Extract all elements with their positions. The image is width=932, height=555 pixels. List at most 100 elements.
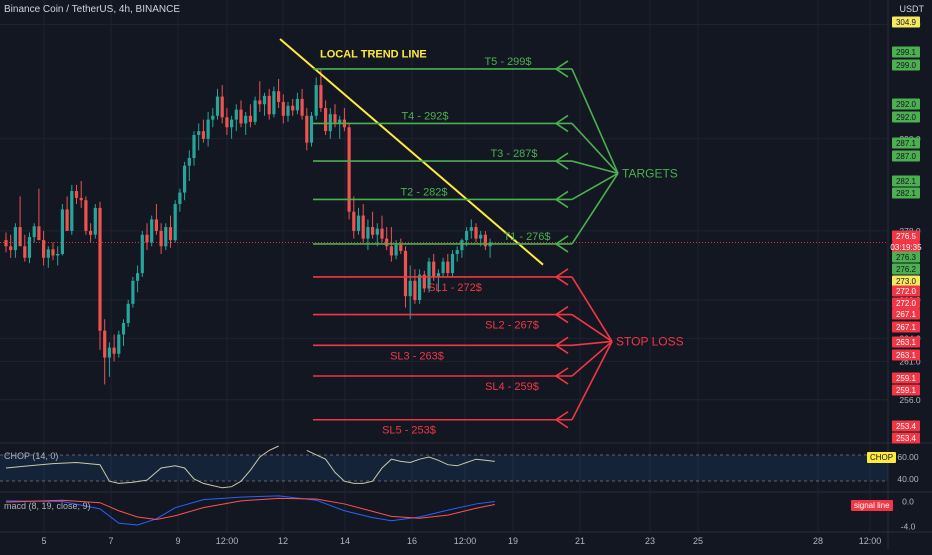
symbol-title[interactable]: Binance Coin / TetherUS, 4h, BINANCE	[4, 4, 181, 15]
candle-body	[103, 330, 107, 358]
x-tick-label: 9	[175, 536, 180, 546]
candle-body	[178, 192, 182, 205]
candle-body	[18, 227, 22, 247]
candle-body	[65, 209, 69, 231]
price-tag-value: 276.2	[896, 265, 917, 274]
macd-series-line	[5, 497, 495, 520]
candle-body	[314, 85, 318, 116]
candle-body	[4, 240, 8, 247]
candle-body	[253, 100, 257, 122]
candle-body	[347, 127, 351, 212]
price-tag-value: 299.1	[896, 48, 917, 57]
candle-body	[422, 274, 426, 289]
macd-pane	[5, 495, 495, 526]
candle-body	[140, 234, 144, 274]
price-tag	[892, 285, 920, 297]
target-label: T4 - 292$	[401, 110, 448, 122]
stop-loss-connector	[571, 340, 613, 347]
candle-body	[399, 244, 403, 251]
candle-body	[389, 246, 393, 256]
y-tick-label: 261.0	[899, 356, 921, 366]
x-tick-label: 28	[813, 536, 823, 546]
chop-band-fill	[0, 455, 888, 481]
price-tag-value: 253.4	[896, 434, 917, 443]
candle-body	[192, 134, 196, 158]
price-tag	[892, 372, 920, 384]
candle-body	[333, 114, 337, 124]
candle-body	[427, 261, 431, 289]
macd-indicator-label[interactable]: macd (8, 19, close, 9)	[4, 501, 91, 511]
candle-body	[145, 234, 149, 243]
candle-body	[272, 91, 276, 115]
candle-body	[13, 227, 17, 251]
candle-body	[9, 246, 13, 251]
candle-body	[239, 109, 243, 124]
stop-loss-arrowhead	[554, 305, 569, 324]
price-tag	[892, 111, 920, 123]
candle-body	[450, 253, 455, 274]
price-tag	[892, 251, 920, 263]
target-label: T3 - 287$	[490, 148, 537, 160]
price-tag	[892, 263, 920, 275]
price-tag-value: 267.1	[896, 310, 917, 319]
price-tag-value: 263.1	[896, 351, 917, 360]
candle-body	[74, 191, 79, 198]
y-tick-label: 256.0	[899, 395, 921, 405]
x-tick-label: 23	[645, 536, 655, 546]
price-tag-value: 272.0	[896, 299, 917, 308]
x-tick-label: 14	[340, 536, 350, 546]
stop-loss-label: SL4 - 259$	[485, 381, 539, 393]
signal-line-tag: signal line	[851, 500, 893, 511]
price-tag-value: 03:19:35	[890, 243, 922, 252]
candle-body	[286, 105, 290, 116]
candle-body	[136, 273, 140, 281]
candle-body	[206, 119, 210, 139]
price-tag-value: 287.0	[896, 152, 917, 161]
price-tag	[892, 349, 920, 361]
chop-tag: CHOP	[867, 452, 897, 463]
candle-body	[460, 240, 464, 251]
candle-body	[112, 347, 116, 354]
chop-indicator-label[interactable]: CHOP (14, 0)	[4, 451, 59, 461]
price-tag-value: 259.1	[896, 374, 917, 383]
candle-body	[244, 115, 248, 124]
candle-body	[126, 303, 130, 324]
price-tag	[892, 59, 920, 71]
target-arrowhead	[554, 114, 569, 133]
target-label: T1 - 276$	[503, 231, 550, 243]
stop-loss-connector	[571, 276, 613, 342]
candle-body	[215, 96, 220, 116]
candle-body	[23, 246, 27, 258]
macd-y-tick-label: 0.0	[902, 496, 914, 506]
target-label: T5 - 299$	[484, 56, 531, 68]
chop-pane	[0, 445, 888, 489]
candle-body	[441, 261, 445, 274]
x-tick-label: 7	[108, 536, 113, 546]
currency-label: USDT	[899, 4, 925, 14]
price-tag	[892, 175, 920, 187]
candle-body	[479, 234, 483, 239]
stop-loss-connector	[571, 341, 613, 421]
chop-line	[306, 449, 495, 484]
candle-body	[262, 95, 267, 105]
price-tag	[892, 137, 920, 149]
candle-body	[164, 227, 168, 247]
trend-line	[279, 38, 544, 266]
candle-body	[32, 226, 36, 238]
candle-body	[173, 204, 177, 241]
candle-body	[183, 165, 187, 193]
stop-loss-arrowhead	[554, 268, 569, 286]
price-tag-value: 276.5	[896, 232, 917, 241]
candle-body	[305, 115, 309, 143]
stop-loss-label: SL3 - 263$	[390, 350, 444, 362]
price-tag-value: 263.1	[896, 338, 917, 347]
macd-series-line	[5, 495, 495, 526]
candle-body	[248, 115, 252, 122]
candle-body	[37, 226, 41, 241]
candle-body	[84, 200, 88, 231]
price-tag-value: 267.1	[896, 323, 917, 332]
candle-body	[281, 101, 285, 116]
price-tag	[892, 420, 920, 432]
target-connector	[571, 68, 619, 174]
